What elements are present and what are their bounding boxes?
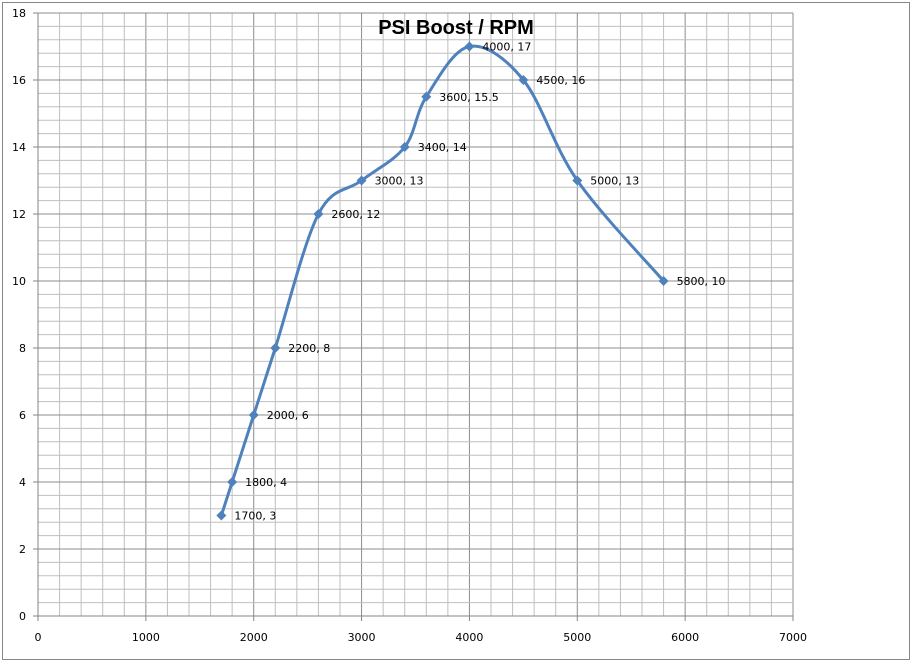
data-label: 5000, 13 <box>590 175 639 188</box>
axes <box>33 12 794 621</box>
data-point-marker <box>658 276 669 286</box>
data-label: 5800, 10 <box>677 275 726 288</box>
data-point-marker <box>356 175 367 186</box>
data-label: 1700, 3 <box>234 510 276 523</box>
y-tick-label: 16 <box>12 74 26 87</box>
data-point-marker <box>248 410 259 420</box>
data-label: 2000, 6 <box>267 409 309 422</box>
data-label: 4500, 16 <box>536 74 585 87</box>
data-point-marker <box>270 343 281 353</box>
data-label: 3000, 13 <box>375 175 424 188</box>
tick-labels: 0 2 4 6 8 10 12 14 16 18 0 1000 2000 3000 4000 5000 6000… <box>12 7 807 644</box>
x-tick-label: 6000 <box>671 631 699 644</box>
y-tick-label: 14 <box>12 141 26 154</box>
x-tick-label: 7000 <box>779 631 807 644</box>
data-point-marker <box>399 142 410 152</box>
data-point-marker <box>216 510 227 521</box>
data-label: 4000, 17 <box>482 41 531 54</box>
x-tick-label: 2000 <box>240 631 268 644</box>
data-label: 2200, 8 <box>288 342 330 355</box>
data-point-marker <box>313 209 324 219</box>
data-markers <box>216 41 669 521</box>
data-point-marker <box>572 175 583 186</box>
y-tick-label: 4 <box>19 476 26 489</box>
y-tick-label: 2 <box>19 543 26 556</box>
data-labels: 1700, 3 1800, 4 2000, 6 2200, 8 2600, 12 3000… <box>234 41 725 523</box>
data-point-marker <box>227 477 238 487</box>
data-label: 2600, 12 <box>331 208 380 221</box>
y-tick-label: 18 <box>12 7 26 20</box>
y-tick-label: 6 <box>19 409 26 422</box>
gridlines <box>37 12 794 617</box>
data-point-marker <box>421 91 432 102</box>
x-tick-label: 5000 <box>563 631 591 644</box>
y-tick-label: 10 <box>12 275 26 288</box>
data-label: 1800, 4 <box>245 476 287 489</box>
x-tick-label: 4000 <box>455 631 483 644</box>
y-tick-label: 12 <box>12 208 26 221</box>
data-point-marker <box>518 75 529 85</box>
chart-title: PSI Boost / RPM <box>378 17 534 39</box>
data-label: 3600, 15.5 <box>439 91 498 104</box>
y-tick-label: 8 <box>19 342 26 355</box>
data-label: 3400, 14 <box>418 141 467 154</box>
x-tick-label: 3000 <box>348 631 376 644</box>
data-point-marker <box>464 41 475 52</box>
x-tick-label: 1000 <box>132 631 160 644</box>
y-tick-label: 0 <box>19 610 26 623</box>
x-tick-label: 0 <box>35 631 42 644</box>
